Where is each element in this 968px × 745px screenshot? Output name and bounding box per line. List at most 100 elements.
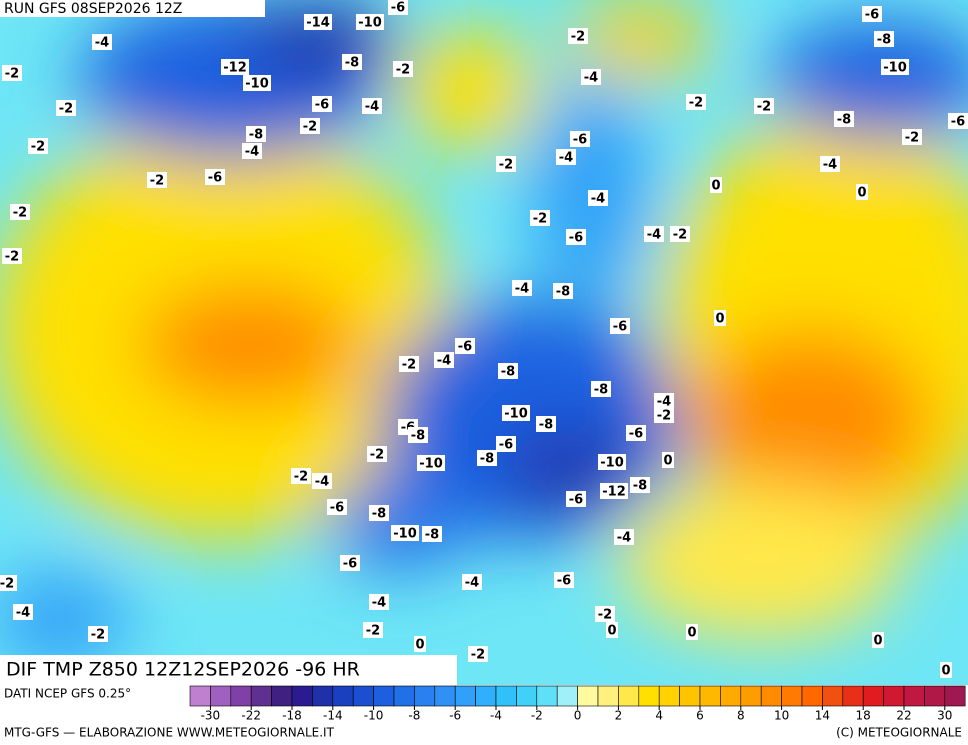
contour-label: -2 — [657, 409, 671, 424]
label-bg — [291, 468, 311, 484]
contour-label: -6 — [557, 574, 571, 589]
label-bg — [434, 352, 454, 368]
color-swatch — [597, 685, 619, 707]
color-swatch — [312, 685, 334, 707]
contour-label: -4 — [584, 71, 598, 86]
copyright: (C) METEOGIORNALE — [836, 726, 962, 740]
contour-label: -4 — [465, 576, 479, 591]
map-title: DIF TMP Z850 12Z12SEP2026 -96 HR — [6, 659, 360, 681]
contour-label: -6 — [499, 438, 513, 453]
color-swatch — [332, 685, 354, 707]
contour-label: -6 — [613, 320, 627, 335]
label-bg — [462, 574, 482, 590]
tick-label: -10 — [364, 709, 384, 723]
label-bg — [595, 606, 615, 622]
label-bg — [566, 491, 586, 507]
contour-label: -8 — [345, 56, 359, 71]
color-swatch — [495, 685, 517, 707]
label-bg — [598, 454, 626, 470]
contour-label: -2 — [598, 608, 612, 623]
tick-label: -2 — [531, 709, 543, 723]
label-bg — [710, 177, 722, 193]
label-bg — [393, 61, 413, 77]
run-box — [0, 0, 265, 17]
contour-label: -2 — [91, 628, 105, 643]
tick-label: -6 — [449, 709, 461, 723]
color-swatch — [883, 685, 905, 707]
tick-label: 10 — [774, 709, 789, 723]
label-bg — [714, 310, 726, 326]
tick-label: 30 — [937, 709, 952, 723]
label-bg — [356, 14, 384, 30]
contour-label: -6 — [865, 8, 879, 23]
label-bg — [28, 138, 48, 154]
color-swatch — [189, 685, 211, 707]
label-bg — [834, 111, 854, 127]
label-bg — [56, 100, 76, 116]
contour-label: -8 — [411, 429, 425, 444]
label-bg — [570, 131, 590, 147]
label-bg — [369, 505, 389, 521]
color-swatch — [475, 685, 497, 707]
contour-label: -4 — [591, 192, 605, 207]
contour-label: -12 — [602, 485, 626, 500]
label-bg — [455, 338, 475, 354]
contour-label: -4 — [823, 158, 837, 173]
color-swatch — [658, 685, 680, 707]
label-bg — [369, 594, 389, 610]
contour-label: -2 — [366, 624, 380, 639]
tick-label: -4 — [490, 709, 502, 723]
contour-label: -6 — [569, 493, 583, 508]
contour-label: 0 — [857, 186, 866, 201]
tick-label: 18 — [856, 709, 871, 723]
label-bg — [670, 226, 690, 242]
label-bg — [468, 646, 488, 662]
label-bg — [862, 6, 882, 22]
label-bg — [686, 94, 706, 110]
tick-label: -8 — [408, 709, 420, 723]
label-bg — [243, 75, 271, 91]
contour-label: -2 — [31, 140, 45, 155]
label-bg — [205, 169, 225, 185]
label-bg — [2, 248, 22, 264]
label-bg — [530, 210, 550, 226]
contour-label: -4 — [657, 395, 671, 410]
label-bg — [512, 280, 532, 296]
contour-label: -6 — [208, 171, 222, 186]
label-bg — [948, 113, 968, 129]
color-swatch — [352, 685, 374, 707]
label-bg — [654, 393, 674, 409]
color-swatch — [720, 685, 742, 707]
contour-label: -10 — [358, 16, 382, 31]
label-bg — [92, 34, 112, 50]
label-bg — [610, 318, 630, 334]
contour-label: -2 — [499, 158, 513, 173]
label-bg — [304, 14, 332, 30]
label-bg — [342, 54, 362, 70]
tick-label: 8 — [737, 709, 745, 723]
contour-label: -2 — [5, 250, 19, 265]
label-bg — [654, 407, 674, 423]
contour-label: -12 — [223, 61, 247, 76]
label-bg — [246, 126, 266, 142]
tick-label: 2 — [615, 709, 623, 723]
contour-label: -8 — [633, 479, 647, 494]
color-swatch — [740, 685, 762, 707]
label-bg — [363, 622, 383, 638]
tick-label: 14 — [815, 709, 830, 723]
label-bg — [872, 632, 884, 648]
color-swatch — [454, 685, 476, 707]
color-swatch — [271, 685, 293, 707]
color-swatch — [903, 685, 925, 707]
label-bg — [581, 69, 601, 85]
label-bg — [662, 452, 674, 468]
label-bg — [536, 416, 556, 432]
contour-label: -10 — [600, 456, 624, 471]
label-bg — [553, 283, 573, 299]
contour-label: -4 — [95, 36, 109, 51]
label-bg — [614, 529, 634, 545]
tick-label: -22 — [241, 709, 261, 723]
label-bg — [362, 98, 382, 114]
contour-label: -6 — [951, 115, 965, 130]
